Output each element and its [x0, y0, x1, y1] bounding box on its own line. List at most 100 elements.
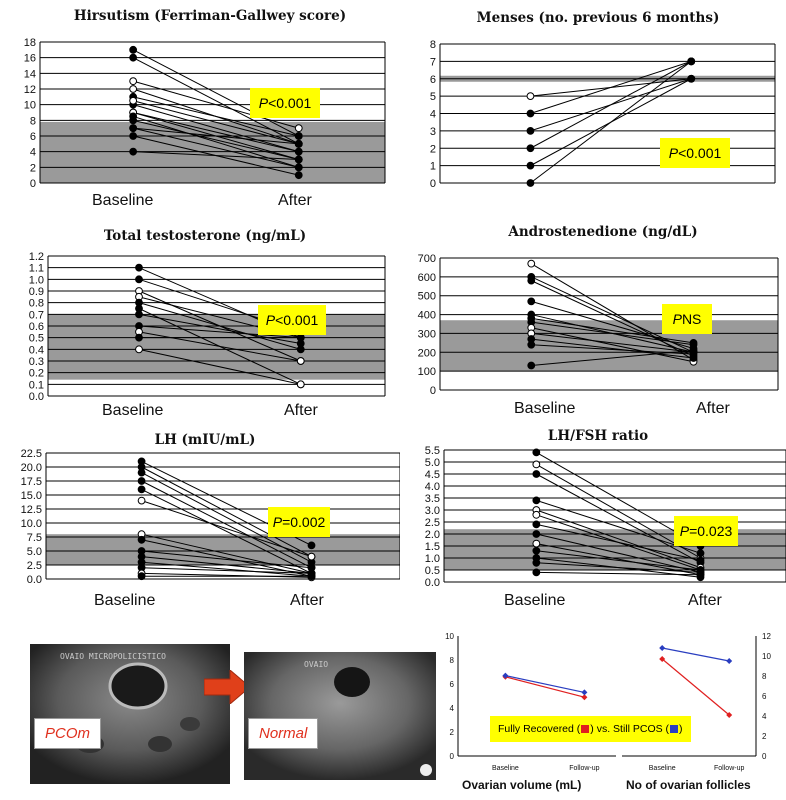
- legend-text-a: Fully Recovered (: [498, 723, 581, 735]
- data-point: [532, 470, 541, 478]
- y-tick-label: 0.0: [29, 391, 44, 403]
- data-point: [526, 161, 535, 170]
- series-line: [138, 302, 301, 350]
- data-point: [526, 109, 535, 118]
- data-point: [294, 147, 303, 156]
- y-tick-label: 0.4: [29, 344, 44, 356]
- normal-range-band: [40, 121, 385, 183]
- y-tick-label: 4: [762, 712, 767, 721]
- y-tick-label: 0.6: [29, 321, 44, 333]
- data-point: [137, 468, 146, 477]
- series-line: [133, 104, 299, 153]
- y-tick-label: 0.9: [29, 286, 44, 298]
- p-value-box: P<0.001: [660, 138, 730, 168]
- androstenedione-panel: Androstenedione (ng/dL) 0 100 200 300 400 500…: [400, 218, 786, 432]
- p-letter: P: [679, 523, 690, 539]
- series-line: [536, 451, 701, 547]
- series-line: [531, 280, 694, 357]
- data-point: [129, 112, 138, 121]
- normal-range-band: [440, 320, 778, 372]
- data-point: [532, 460, 541, 469]
- ultrasound-texture: [30, 644, 230, 784]
- series-line: [530, 60, 692, 149]
- data-point: [129, 96, 138, 105]
- y-tick-label: 8: [450, 656, 455, 665]
- chart-title: LH (mIU/mL): [154, 432, 256, 448]
- y-tick-label: 0: [450, 752, 455, 761]
- p-letter: P: [258, 95, 269, 111]
- series-line: [661, 658, 730, 716]
- legend-red-square: [581, 725, 590, 734]
- p-value-box: P=0.002: [268, 507, 330, 537]
- series-line: [536, 543, 701, 576]
- series-line: [138, 313, 301, 344]
- lh-chart: 0.0 2.5 5.0 7.5 10.0 12.5 15.0 17.5 20.0 22.5: [21, 448, 400, 586]
- p-letter: P: [672, 311, 682, 327]
- data-point: [526, 179, 535, 187]
- y-tick-label: 5: [430, 91, 436, 103]
- p-value: =0.002: [282, 514, 326, 530]
- data-point: [532, 546, 541, 555]
- y-tick-label: 2: [30, 162, 36, 174]
- series-line: [133, 127, 299, 145]
- y-tick-label: 0.5: [425, 565, 440, 577]
- series-line: [133, 100, 299, 145]
- series-line: [138, 325, 301, 339]
- y-tick-label: 12: [24, 84, 36, 96]
- y-tick-label: 7: [430, 56, 436, 68]
- series-line: [133, 115, 299, 168]
- lh-panel: LH (mIU/mL) 0.0 2.5 5.0 7.5 10.0 12.5 15.0 17.5…: [0, 428, 400, 618]
- ultrasound-normal-image: OVAIO Normal: [244, 652, 436, 780]
- x-axis-label: Ovarian volume (mL): [462, 778, 582, 792]
- series-line: [536, 499, 701, 554]
- x-label-baseline: Baseline: [92, 192, 154, 209]
- chart-title: Hirsutism (Ferriman-Gallwey score): [73, 8, 347, 24]
- data-point: [532, 510, 541, 519]
- series-line: [138, 348, 301, 385]
- y-tick-label: 12: [762, 632, 771, 641]
- p-letter: P: [668, 145, 679, 161]
- y-tick-label: 5.0: [27, 546, 42, 558]
- y-tick-label: 0: [762, 752, 767, 761]
- y-tick-label: 10: [762, 652, 771, 661]
- data-point: [726, 658, 733, 664]
- data-point: [135, 345, 143, 354]
- data-point: [296, 380, 305, 389]
- series-line: [531, 332, 694, 353]
- data-point: [137, 477, 146, 485]
- data-point: [726, 712, 733, 718]
- data-point: [137, 535, 146, 544]
- data-point: [135, 275, 143, 284]
- y-tick-label: 0: [430, 385, 436, 397]
- y-tick-label: 7.5: [27, 532, 42, 544]
- series-line: [531, 321, 694, 346]
- series-line: [505, 676, 585, 698]
- data-point: [527, 259, 536, 268]
- data-point: [294, 124, 303, 133]
- p-value: <0.001: [275, 312, 319, 328]
- legend-text-b: ) vs. Still PCOS (: [590, 723, 670, 735]
- data-point: [696, 556, 705, 565]
- y-tick-label: 1.5: [425, 541, 440, 553]
- ultrasound-texture: [244, 652, 436, 780]
- data-point: [135, 310, 143, 319]
- follicles-panel: 0 2 4 6 8 10 12 Baseline Follow-up No of ovarian…: [620, 628, 786, 800]
- series-line: [141, 567, 312, 574]
- legend-box: Fully Recovered () vs. Still PCOS (): [490, 716, 691, 742]
- series-line: [132, 49, 299, 137]
- data-point: [696, 570, 705, 579]
- data-point: [527, 276, 536, 285]
- data-point: [526, 144, 535, 153]
- y-tick-label: 2: [450, 728, 455, 737]
- arrow-icon: [204, 670, 251, 704]
- data-point: [659, 645, 666, 651]
- series-line: [536, 463, 701, 559]
- data-point: [532, 539, 541, 548]
- series-line: [133, 151, 299, 160]
- series-line: [141, 556, 312, 574]
- chart-title: Total testosterone (ng/mL): [103, 228, 307, 244]
- series-line: [141, 488, 312, 574]
- series-line: [536, 473, 701, 564]
- y-tick-label: 1.1: [29, 263, 44, 275]
- data-point: [129, 124, 138, 133]
